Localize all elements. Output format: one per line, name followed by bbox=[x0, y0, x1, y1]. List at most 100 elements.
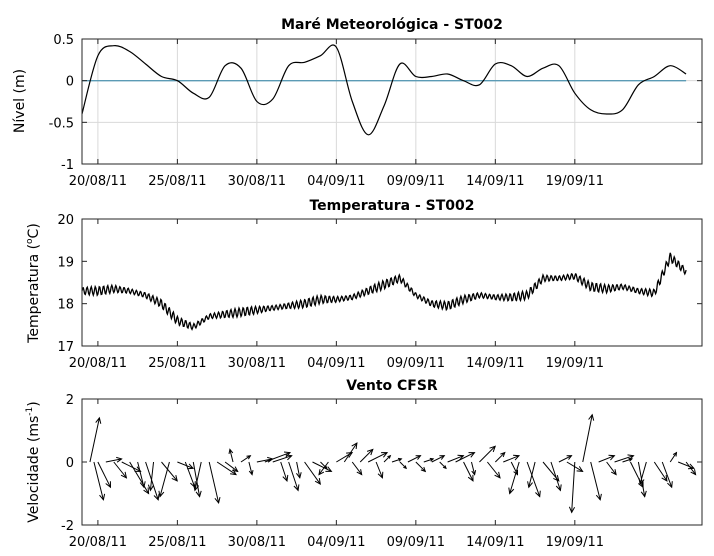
y-axis-label-vento: Velocidade (ms-1) bbox=[25, 401, 42, 522]
wind-arrow bbox=[105, 456, 123, 463]
wind-arrow bbox=[113, 461, 128, 479]
wind-arrow bbox=[383, 454, 392, 463]
y-axis-label-vento-part2: ) bbox=[26, 401, 42, 406]
y-axis-label-vento-part1: Velocidade (ms bbox=[26, 416, 42, 523]
wind-arrow bbox=[375, 461, 384, 479]
wind-arrow bbox=[677, 461, 695, 470]
wind-arrow bbox=[550, 461, 562, 492]
wind-arrow bbox=[439, 461, 447, 470]
panel-mare: Maré Meteorológica - ST002 -1 -0.5 0 0.5 20… bbox=[12, 17, 703, 189]
x-tick-label: 19/09/11 bbox=[546, 535, 604, 550]
x-tick-label: 14/09/11 bbox=[466, 174, 524, 189]
x-ticks-vento: 20/08/11 25/08/11 30/08/11 04/09/11 09/09/11… bbox=[69, 399, 604, 550]
panel-vento: Vento CFSR -2 0 2 20/08/11 25/08/11 30/08/11… bbox=[25, 378, 703, 550]
wind-arrow bbox=[208, 461, 221, 505]
wind-arrow bbox=[423, 457, 435, 463]
y-tick-label: 18 bbox=[57, 298, 74, 313]
wind-arrow bbox=[669, 451, 678, 463]
x-tick-label: 20/08/11 bbox=[69, 535, 127, 550]
y-tick-label: -2 bbox=[61, 519, 74, 534]
x-tick-label: 04/09/11 bbox=[307, 356, 365, 371]
wind-arrow bbox=[97, 461, 112, 489]
wind-arrow bbox=[312, 461, 333, 472]
wind-arrow bbox=[184, 461, 196, 489]
wind-arrow bbox=[193, 461, 202, 492]
x-tick-label: 30/08/11 bbox=[228, 356, 286, 371]
y-ticks-vento: -2 0 2 bbox=[61, 393, 702, 534]
wind-arrow bbox=[638, 461, 647, 486]
wind-arrow bbox=[272, 454, 293, 463]
y-ticks-temperatura: 17 18 19 20 bbox=[57, 213, 702, 355]
wind-arrow bbox=[359, 448, 374, 463]
y-tick-label: -1 bbox=[61, 158, 74, 173]
wind-arrow bbox=[367, 452, 389, 463]
y-axis-label-temperatura-part2: C) bbox=[26, 223, 42, 238]
x-tick-label: 25/08/11 bbox=[148, 535, 206, 550]
wind-arrow bbox=[121, 461, 142, 472]
wind-arrow bbox=[343, 442, 358, 463]
wind-arrow bbox=[89, 416, 102, 463]
wind-arrow bbox=[248, 461, 254, 476]
y-axis-label-vento-sup: -1 bbox=[25, 407, 35, 416]
wind-arrow bbox=[455, 452, 476, 463]
x-ticks-mare: 20/08/11 25/08/11 30/08/11 04/09/11 09/09/11… bbox=[69, 39, 604, 189]
wind-arrow bbox=[399, 461, 408, 470]
y-tick-label: 20 bbox=[57, 213, 74, 228]
chart-title-mare: Maré Meteorológica - ST002 bbox=[281, 17, 503, 33]
grid-mare bbox=[82, 38, 702, 165]
y-tick-label: 19 bbox=[57, 255, 74, 270]
wind-arrow bbox=[288, 461, 300, 492]
wind-arrow bbox=[503, 454, 521, 463]
y-ticks-mare: -1 -0.5 0 0.5 bbox=[49, 33, 702, 173]
chart-title-temperatura: Temperatura - ST002 bbox=[309, 198, 474, 214]
y-tick-label: 0.5 bbox=[53, 33, 74, 48]
wind-arrow bbox=[137, 461, 146, 489]
series-mare bbox=[81, 44, 687, 136]
x-tick-label: 25/08/11 bbox=[148, 356, 206, 371]
wind-arrow bbox=[240, 455, 252, 463]
x-tick-label: 25/08/11 bbox=[148, 174, 206, 189]
wind-arrow bbox=[415, 461, 427, 473]
wind-arrow bbox=[510, 461, 518, 476]
x-tick-label: 19/09/11 bbox=[546, 174, 604, 189]
wind-arrow bbox=[590, 461, 602, 501]
wind-arrow bbox=[471, 461, 477, 476]
wind-arrow bbox=[177, 461, 195, 470]
y-tick-label: -0.5 bbox=[49, 116, 74, 131]
wind-arrow bbox=[318, 461, 329, 476]
series-temperatura bbox=[81, 252, 687, 331]
x-tick-label: 30/08/11 bbox=[228, 174, 286, 189]
wind-arrow bbox=[296, 461, 302, 479]
y-axis-label-temperatura-part1: Temperatura ( bbox=[26, 244, 42, 344]
x-tick-label: 20/08/11 bbox=[69, 356, 127, 371]
wind-arrow bbox=[447, 454, 465, 463]
wind-arrow bbox=[526, 461, 541, 498]
wind-arrow bbox=[280, 461, 289, 482]
wind-arrow bbox=[224, 461, 239, 473]
wind-arrow bbox=[431, 455, 446, 463]
wind-arrow bbox=[582, 413, 595, 463]
series-line-mare bbox=[81, 44, 687, 136]
wind-arrow bbox=[304, 461, 321, 486]
y-tick-label: 0 bbox=[66, 456, 74, 471]
wind-arrow bbox=[598, 454, 616, 463]
chart-title-vento: Vento CFSR bbox=[346, 378, 438, 394]
wind-arrow bbox=[622, 457, 634, 463]
wind-arrow bbox=[568, 461, 576, 514]
x-ticks-temperatura: 20/08/11 25/08/11 30/08/11 04/09/11 09/09/11… bbox=[69, 219, 604, 371]
wind-arrow bbox=[407, 455, 422, 463]
wind-arrow bbox=[147, 461, 155, 492]
x-tick-label: 19/09/11 bbox=[546, 356, 604, 371]
x-tick-label: 09/09/11 bbox=[387, 174, 445, 189]
y-tick-label: 17 bbox=[57, 340, 74, 355]
wind-arrow bbox=[145, 461, 160, 501]
wind-arrow bbox=[685, 461, 697, 476]
axes-box-temperatura bbox=[81, 218, 703, 347]
series-line-temperatura bbox=[81, 252, 687, 331]
x-tick-label: 14/09/11 bbox=[466, 356, 524, 371]
wind-arrow bbox=[653, 461, 668, 482]
x-tick-label: 04/09/11 bbox=[307, 174, 365, 189]
wind-arrow bbox=[158, 461, 170, 498]
y-tick-label: 2 bbox=[66, 393, 74, 408]
